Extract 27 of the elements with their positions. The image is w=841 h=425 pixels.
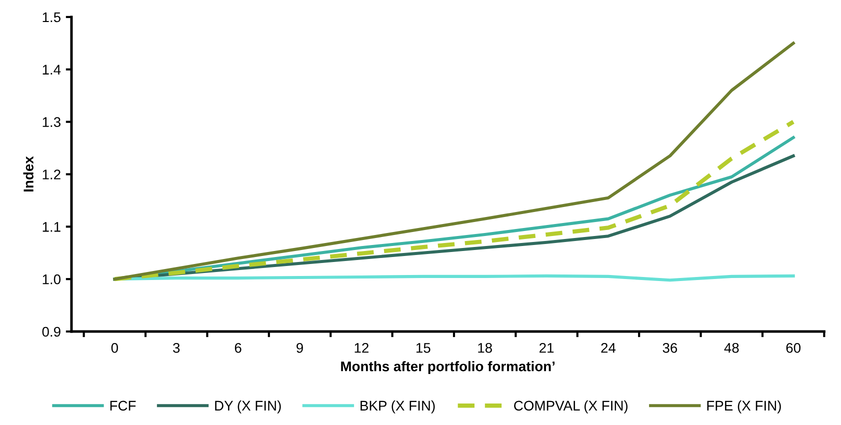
x-tick-label: 15 bbox=[416, 343, 430, 353]
x-tick-label: 18 bbox=[478, 342, 492, 353]
x-tick-label: 48 bbox=[724, 342, 739, 353]
x-axis-title: Months after portfolio formation’ bbox=[341, 361, 555, 374]
x-tick-label: 36 bbox=[662, 342, 678, 353]
x-tick-label: 12 bbox=[354, 342, 368, 353]
x-tick-label: 21 bbox=[540, 342, 554, 353]
x-tick-label: 3 bbox=[173, 342, 180, 353]
legend-label: DY (X FIN) bbox=[215, 400, 281, 414]
x-tick-label: 6 bbox=[234, 342, 242, 353]
legend-label: COMPVAL (X FIN) bbox=[514, 400, 628, 414]
line-series bbox=[113, 42, 795, 281]
y-tick-label: 1.4 bbox=[42, 64, 61, 74]
y-axis-title: Index bbox=[23, 156, 34, 192]
x-tick-label: 24 bbox=[601, 342, 616, 353]
y-tick-label: 1.5 bbox=[42, 12, 60, 22]
legend-label: BKP (X FIN) bbox=[360, 400, 435, 414]
y-tick-label: 0.9 bbox=[42, 326, 60, 337]
y-tick-label: 1.3 bbox=[42, 117, 60, 128]
x-tick-label: 9 bbox=[296, 342, 303, 353]
x-tick-label: 0 bbox=[111, 342, 118, 353]
x-tick-label: 60 bbox=[786, 342, 801, 353]
y-tick-label: 1.2 bbox=[42, 170, 60, 180]
y-tick-label: 1.1 bbox=[42, 222, 60, 232]
legend-label: FCF bbox=[110, 400, 136, 411]
legend-label: FPE (X FIN) bbox=[707, 400, 781, 414]
y-tick-label: 1.0 bbox=[42, 274, 61, 284]
